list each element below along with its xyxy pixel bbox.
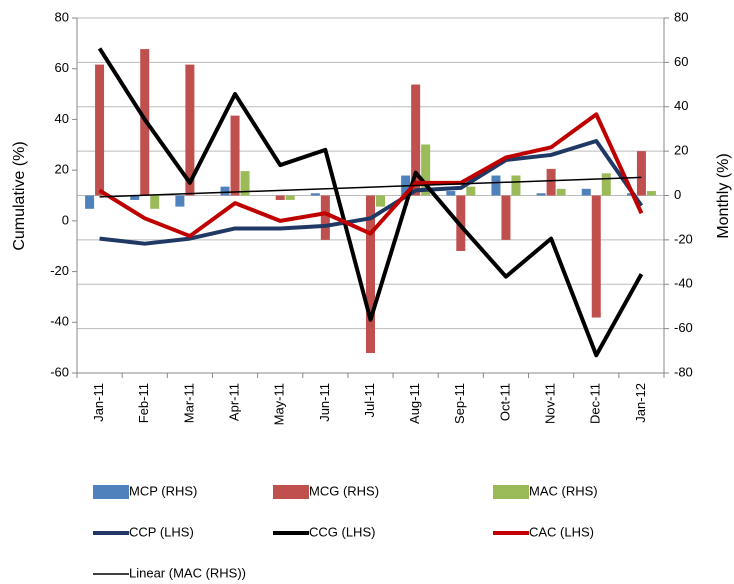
bar	[95, 64, 105, 196]
y2-tick-label: 40	[674, 98, 688, 113]
y-tick-label: -40	[50, 314, 69, 329]
bar	[601, 173, 611, 196]
legend-label: Linear (MAC (RHS))	[129, 565, 246, 580]
x-tick-label: Jan-11	[91, 383, 106, 422]
x-tick-label: Nov-11	[543, 383, 558, 424]
bar	[150, 195, 160, 209]
y2-axis-title: Monthly (%)	[715, 153, 732, 238]
bar	[130, 195, 140, 200]
legend-item: MCP (RHS)	[93, 483, 197, 499]
bar	[411, 84, 421, 196]
y2-tick-label: -20	[674, 231, 693, 246]
legend-item: CCG (LHS)	[273, 524, 375, 539]
y-tick-label: 20	[55, 162, 69, 177]
legend-label: CCP (LHS)	[129, 524, 194, 539]
y2-tick-label: 80	[674, 9, 688, 24]
legend-swatch	[93, 485, 129, 499]
bar	[185, 64, 195, 196]
bar	[546, 168, 556, 196]
y2-tick-label: -80	[674, 364, 693, 379]
x-tick-label: Jul-11	[362, 383, 377, 417]
bar	[591, 195, 601, 318]
bar	[491, 175, 501, 196]
x-tick-label: Mar-11	[181, 383, 196, 423]
bar	[556, 188, 566, 196]
y-tick-label: 60	[55, 60, 69, 75]
bar	[646, 191, 656, 196]
x-tick-label: Sep-11	[452, 383, 467, 424]
bar	[581, 188, 591, 196]
trendline	[99, 176, 642, 198]
y-axis-title: Cumulative (%)	[11, 141, 28, 250]
line	[97, 47, 644, 358]
y2-tick-label: 60	[674, 54, 688, 69]
legend-label: MCG (RHS)	[309, 483, 379, 498]
legend-swatch	[273, 485, 309, 499]
bars	[85, 49, 656, 354]
legend-item: MCG (RHS)	[273, 483, 379, 499]
y-tick-label: -60	[50, 364, 69, 379]
bar	[466, 186, 476, 196]
bar	[285, 195, 295, 200]
legend-label: CAC (LHS)	[529, 524, 594, 539]
y-tick-label: 40	[55, 111, 69, 126]
bar	[220, 186, 230, 196]
y2-tick-label: -60	[674, 320, 693, 335]
x-tick-label: Feb-11	[136, 383, 151, 423]
x-tick-label: Aug-11	[407, 383, 422, 424]
legend-label: MAC (RHS)	[529, 483, 598, 498]
y-tick-label: 80	[55, 9, 69, 24]
legend-item: MAC (RHS)	[493, 483, 598, 499]
bar	[320, 195, 330, 240]
bar	[511, 175, 521, 196]
legend-swatch	[493, 485, 529, 499]
bar	[421, 144, 431, 196]
line	[99, 138, 644, 246]
line	[98, 112, 644, 239]
legend-label: MCP (RHS)	[129, 483, 197, 498]
legend-label: CCG (LHS)	[309, 524, 375, 539]
y2-tick-label: 0	[674, 187, 681, 202]
bar	[85, 195, 95, 209]
bar	[240, 171, 250, 196]
bar	[175, 195, 185, 207]
bar	[446, 191, 456, 196]
bar	[376, 195, 385, 207]
x-tick-label: Apr-11	[226, 383, 241, 421]
bar	[536, 193, 546, 196]
x-tick-label: Dec-11	[588, 383, 603, 424]
x-tick-label: Jan-12	[633, 383, 648, 423]
bar	[230, 115, 240, 196]
x-tick-label: Oct-11	[497, 383, 512, 421]
y2-tick-label: 20	[674, 143, 688, 158]
x-tick-label: Jun-11	[317, 383, 332, 422]
y2-tick-label: -40	[674, 276, 693, 291]
bar	[636, 151, 646, 196]
y-tick-label: 0	[62, 212, 69, 227]
legend-item: CCP (LHS)	[93, 524, 194, 539]
legend-item: Linear (MAC (RHS))	[93, 565, 246, 580]
x-tick-label: May-11	[272, 383, 287, 425]
bar	[501, 195, 511, 240]
y-tick-label: -20	[50, 263, 69, 278]
bar	[366, 195, 375, 354]
legend-item: CAC (LHS)	[493, 524, 594, 539]
bar	[310, 193, 320, 196]
bar	[275, 195, 285, 200]
